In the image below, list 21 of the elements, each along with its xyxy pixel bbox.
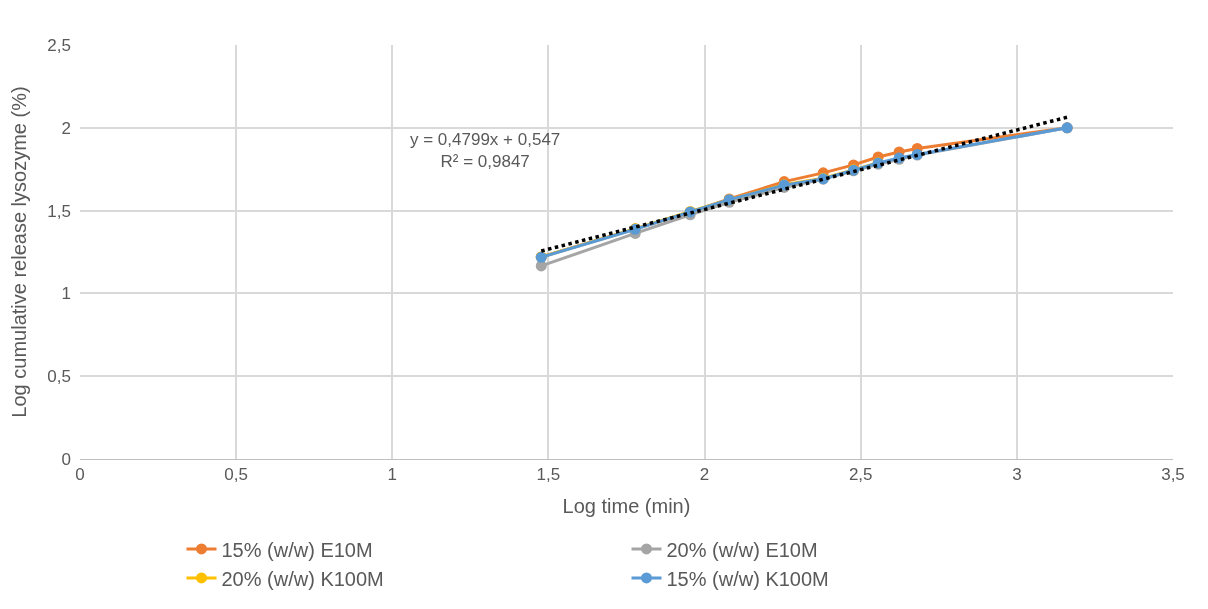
x-tick-label: 1,5 xyxy=(536,465,561,485)
y-tick-label: 0,5 xyxy=(47,367,71,387)
y-axis-title: Log cumulative release lysozyme (%) xyxy=(7,86,30,418)
y-tick-label: 2,5 xyxy=(47,35,71,55)
legend-label: 20% (w/w) K100M xyxy=(221,567,384,590)
x-tick-label: 2 xyxy=(699,465,710,485)
legend-label: 20% (w/w) E10M xyxy=(666,538,818,561)
annotation: y = 0,4799x + 0,547 R² = 0,9847 xyxy=(410,130,561,172)
legend-label: 15% (w/w) K100M xyxy=(666,567,829,590)
y-tick-label: 0 xyxy=(61,449,71,469)
x-axis-title: Log time (min) xyxy=(562,494,691,517)
x-tick-label: 1 xyxy=(387,465,398,485)
y-tick-label: 1 xyxy=(61,284,71,304)
x-tick-label: 3 xyxy=(1012,465,1022,485)
x-tick-label: 2,5 xyxy=(848,465,873,485)
x-tick-label: 0,5 xyxy=(224,465,248,485)
y-tick-label: 1,5 xyxy=(47,201,71,221)
x-tick-label: 0 xyxy=(75,465,85,485)
x-tick-label: 3,5 xyxy=(1161,465,1185,485)
y-tick-label: 2 xyxy=(61,118,71,138)
legend-label: 15% (w/w) E10M xyxy=(221,538,373,561)
